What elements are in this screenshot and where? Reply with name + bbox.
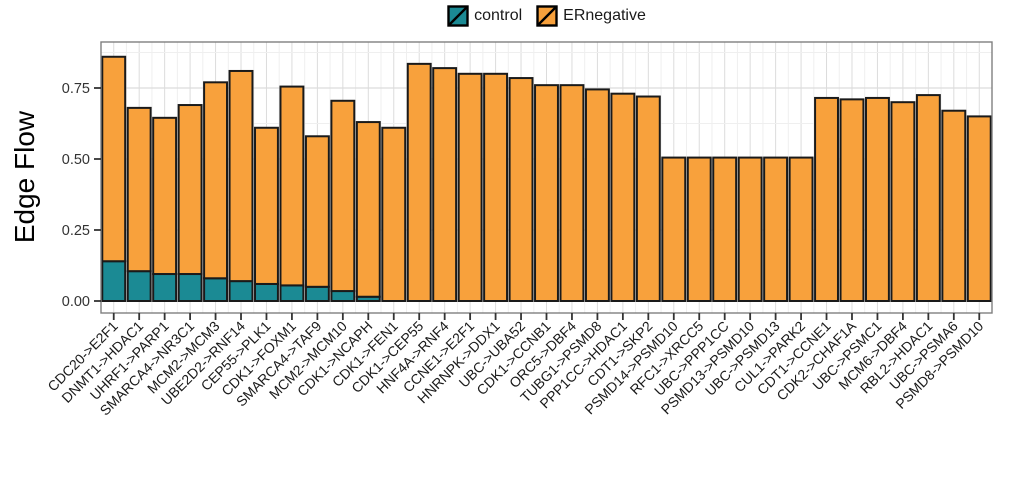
y-tick-label: 0.75 (62, 81, 90, 97)
y-axis-title: Edge Flow (9, 110, 40, 243)
bar-segment-ernegative (432, 67, 458, 303)
bar-segment-ernegative (152, 116, 178, 276)
y-tick-label: 0.25 (62, 223, 90, 239)
bar-segment-ernegative (508, 77, 534, 302)
bar-segment-ernegative (941, 109, 967, 302)
bar-segment-ernegative (763, 156, 789, 302)
bar-segment-ernegative (101, 55, 127, 263)
bar-segment-ernegative (788, 156, 814, 302)
bar-segment-ernegative (304, 135, 330, 288)
bar-segment-ernegative (686, 156, 712, 302)
bar-segment-ernegative (864, 96, 890, 302)
bar-segment-ernegative (177, 104, 203, 276)
legend-key-control-swatch (447, 5, 469, 27)
y-tick-label: 0.00 (62, 294, 90, 310)
bar-segment-ernegative (203, 81, 229, 280)
bar-segment-ernegative (254, 126, 279, 285)
bar-segment-control (304, 285, 330, 302)
legend-swatch-control-diagonal-icon (448, 6, 468, 26)
bar-segment-control (152, 273, 178, 302)
bar-segment-ernegative (559, 84, 585, 302)
bar-segment-ernegative (966, 115, 992, 303)
bar-segment-control (330, 290, 356, 302)
bar-segment-ernegative (890, 101, 916, 302)
bar-segment-control (279, 284, 305, 303)
bar-segment-ernegative (839, 98, 865, 302)
bar-segment-ernegative (635, 95, 661, 302)
bar-segment-control (203, 277, 229, 302)
bar-segment-ernegative (584, 88, 610, 302)
y-tick-label: 0.50 (62, 152, 90, 168)
bar-segment-ernegative (534, 84, 559, 302)
bar-segment-ernegative (610, 92, 636, 303)
bar-segment-ernegative (712, 156, 738, 302)
bar-segment-ernegative (457, 72, 483, 302)
bar-segment-ernegative (406, 62, 432, 302)
legend-label-control: control (474, 7, 523, 24)
bar-segment-ernegative (355, 121, 381, 298)
legend-item-control: control (447, 5, 522, 27)
bar-segment-ernegative (381, 126, 407, 303)
bar-segment-ernegative (814, 96, 839, 302)
bar-segment-ernegative (661, 156, 687, 302)
legend-key-ernegative-swatch (536, 5, 558, 27)
legend-swatch-ernegative-diagonal-icon (537, 6, 558, 26)
bar-segment-ernegative (915, 94, 941, 302)
bar-segment-control (177, 273, 203, 302)
legend-item-ernegative: ERnegative (536, 5, 646, 27)
bar-segment-ernegative (126, 106, 152, 273)
bar-segment-control (101, 260, 127, 302)
bar-segment-ernegative (228, 69, 254, 283)
bar-segment-ernegative (483, 72, 509, 302)
bar-segment-ernegative (737, 156, 763, 302)
bar-segment-ernegative (279, 85, 305, 287)
bar-segment-control (228, 280, 254, 302)
chart-legend: control ERnegative (101, 3, 992, 29)
legend-label-ernegative: ERnegative (563, 7, 646, 24)
bar-segment-ernegative (330, 99, 356, 293)
bar-segment-control (126, 270, 152, 302)
bar-segment-control (254, 282, 279, 302)
